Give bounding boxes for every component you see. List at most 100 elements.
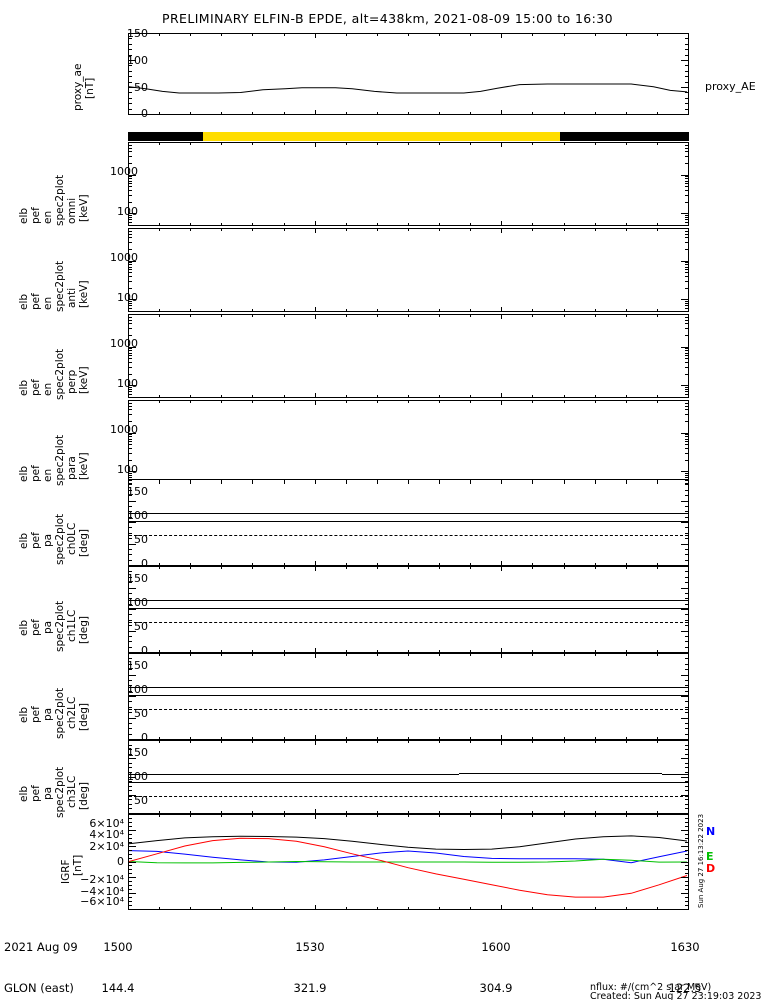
- ytick-igrf-m6: −6×10⁴: [80, 895, 124, 908]
- reference-line-solid-lower: [129, 782, 688, 783]
- legend-igrf-d: D: [706, 862, 716, 875]
- eph-time: 1530: [295, 940, 325, 955]
- axis-title-line: pef: [30, 785, 42, 802]
- reference-line-dashed: [129, 622, 688, 623]
- ytick-pa-ch0lc-100: 100: [127, 509, 148, 522]
- panel-en-perp[interactable]: [128, 314, 689, 398]
- axis-title-line: pef: [30, 619, 42, 636]
- panel-pa-ch3lc[interactable]: [128, 740, 689, 814]
- page-title: PRELIMINARY ELFIN-B EPDE, alt=438km, 202…: [162, 11, 613, 26]
- axis-title-line: ch3LC: [66, 775, 78, 808]
- axis-title-line: en: [42, 382, 54, 396]
- eph-glon: 122.5: [668, 980, 702, 995]
- eph-glon: 321.9: [293, 980, 327, 995]
- panel-en-para[interactable]: [128, 400, 689, 484]
- ytick-pa-ch0lc-150: 150: [127, 485, 148, 498]
- reference-line-solid-upper: [129, 600, 688, 601]
- panel-pa-ch1lc[interactable]: [128, 566, 689, 653]
- eph-glon: 144.4: [101, 980, 135, 995]
- ytick-pa-ch3lc-50: 50: [134, 794, 148, 807]
- eph-time: 1500: [103, 940, 133, 955]
- ytick-en-anti-100: 100: [117, 291, 138, 304]
- axis-title-line: spec2plot: [54, 687, 66, 739]
- axis-title-line: pa: [42, 786, 54, 800]
- ytick-pa-ch3lc-150: 150: [127, 746, 148, 759]
- axis-title-line: elb: [18, 532, 30, 549]
- reference-line-solid-upper-c: [662, 774, 688, 775]
- axis-title-line: en: [42, 296, 54, 310]
- ytick-pa-ch1lc-50: 50: [134, 620, 148, 633]
- axis-title-line: spec2plot: [54, 348, 66, 400]
- ytick-pa-ch2lc-150: 150: [127, 659, 148, 672]
- ephemeris-col-1500: 1500 144.4 3.1(-1.2) 0.4(0.4) 1.1(1.1): [58, 914, 178, 1000]
- reference-line-dashed: [129, 796, 688, 797]
- axis-title-line: pa: [42, 620, 54, 634]
- axis-title-line: elb: [18, 207, 30, 224]
- proxy-ae-plot: [129, 83, 688, 94]
- ytick-en-perp-100: 100: [117, 377, 138, 390]
- reference-line-solid-lower: [129, 521, 688, 522]
- ytick-pa-ch1lc-0: 0: [141, 644, 148, 657]
- day-night-bar: [128, 132, 689, 141]
- ytick-pa-ch2lc-0: 0: [141, 731, 148, 744]
- ytick-proxy-ae-100: 100: [127, 54, 148, 67]
- axis-title-line: spec2plot: [54, 174, 66, 226]
- ephemeris-row-labels: 2021 Aug 09 GLON (east) MLAT-igrf(dip) M…: [4, 914, 84, 1000]
- axis-title-line: para: [66, 456, 78, 480]
- eph-time: 1600: [481, 940, 511, 955]
- ytick-igrf-p4: 4×10⁴: [89, 828, 124, 841]
- ytick-pa-ch0lc-0: 0: [141, 557, 148, 570]
- panel-pa-ch0lc[interactable]: [128, 479, 689, 566]
- ytick-en-omni-100: 100: [117, 205, 138, 218]
- ytick-igrf-p2: 2×10⁴: [89, 840, 124, 853]
- reference-line-solid-upper-a: [129, 774, 459, 775]
- axis-title-line: ch2LC: [66, 696, 78, 729]
- ytick-en-perp-1000: 1000: [110, 337, 138, 350]
- panel-pa-ch2lc[interactable]: [128, 653, 689, 740]
- axis-title-line: pef: [30, 379, 42, 396]
- ytick-pa-ch1lc-150: 150: [127, 572, 148, 585]
- ytick-pa-ch1lc-100: 100: [127, 596, 148, 609]
- axis-title-line: pef: [30, 207, 42, 224]
- reference-line-dashed: [129, 535, 688, 536]
- axis-title-line: elb: [18, 619, 30, 636]
- bar-segment-day: [203, 132, 560, 141]
- series-proxy_AE: [129, 83, 688, 94]
- eph-label-glon: GLON (east): [4, 980, 74, 995]
- axis-title-line: omni: [66, 197, 78, 224]
- ytick-igrf-m2: −2×10⁴: [80, 873, 124, 886]
- axis-title-line: proxy_ae: [72, 63, 84, 111]
- legend-igrf-n: N: [706, 825, 716, 838]
- eph-label-date: 2021 Aug 09: [4, 940, 78, 955]
- trace-label-proxy-ae: proxy_AE: [705, 80, 756, 93]
- footer-created: Created: Sun Aug 27 23:19:03 2023: [590, 991, 762, 1000]
- series-N: [129, 850, 688, 864]
- panel-en-omni[interactable]: [128, 142, 689, 226]
- ytick-pa-ch2lc-100: 100: [127, 683, 148, 696]
- ytick-en-anti-1000: 1000: [110, 251, 138, 264]
- legend-igrf-e: E: [706, 850, 714, 863]
- ytick-proxy-ae-150: 150: [127, 27, 148, 40]
- axis-title-line: ch0LC: [66, 522, 78, 555]
- render-timestamp-vertical: Sun Aug 27 16:13:22 2023: [697, 813, 705, 908]
- ytick-pa-ch2lc-50: 50: [134, 707, 148, 720]
- axis-title-line: en: [42, 210, 54, 224]
- axis-title-line: elb: [18, 293, 30, 310]
- series-D: [129, 837, 688, 898]
- axis-title-line: pef: [30, 532, 42, 549]
- series-total: [129, 835, 688, 851]
- series-E: [129, 858, 688, 864]
- axis-title-line: spec2plot: [54, 260, 66, 312]
- axis-title-line: elb: [18, 706, 30, 723]
- ytick-igrf-m4: −4×10⁴: [80, 885, 124, 898]
- bar-segment-night-1: [128, 132, 203, 141]
- axis-title-line: pa: [42, 707, 54, 721]
- reference-line-solid-upper-b: [459, 773, 662, 774]
- igrf-plot: [129, 835, 688, 898]
- ytick-proxy-ae-50: 50: [134, 81, 148, 94]
- reference-line-solid-upper: [129, 687, 688, 688]
- ytick-pa-ch3lc-100: 100: [127, 770, 148, 783]
- panel-en-anti[interactable]: [128, 228, 689, 312]
- ytick-proxy-ae-0: 0: [141, 107, 148, 120]
- axis-title-line: anti: [66, 287, 78, 308]
